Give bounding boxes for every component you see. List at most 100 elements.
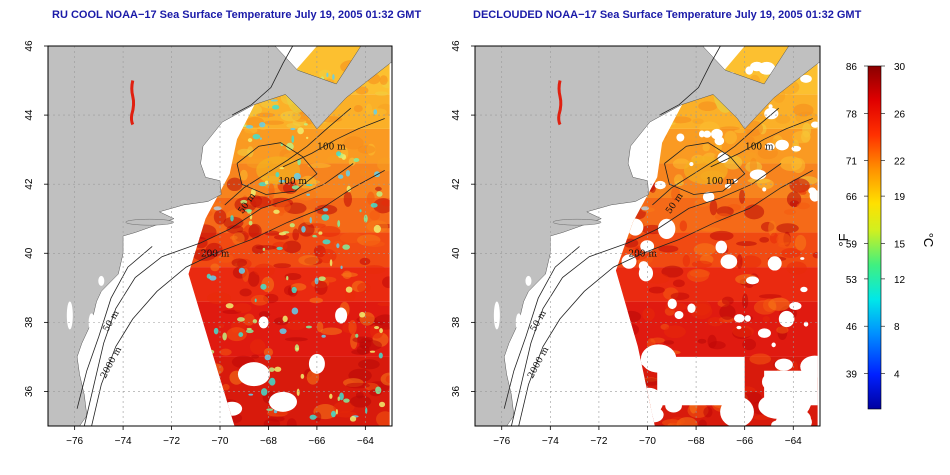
sst-patch <box>292 228 300 241</box>
sst-patch <box>648 132 667 141</box>
sst-patch <box>753 415 770 421</box>
masked-hole <box>654 180 666 190</box>
sst-patch <box>239 288 252 297</box>
cloud-speckle <box>252 133 261 140</box>
masked-hole <box>744 315 751 322</box>
sst-patch <box>620 310 642 323</box>
cloud-speckle <box>375 386 382 395</box>
celsius-tick-label: 4 <box>894 370 900 381</box>
sst-patch <box>689 269 710 278</box>
sst-patch <box>382 276 390 289</box>
cloud-speckle <box>346 185 351 193</box>
cloud-blob <box>237 362 270 387</box>
contour-label: 200 m <box>201 250 230 260</box>
sst-patch <box>663 340 675 345</box>
sst-patch <box>661 265 684 278</box>
fahrenheit-tick-label: 53 <box>846 275 858 286</box>
cloud-speckle <box>335 409 338 415</box>
cloud-speckle <box>247 138 253 143</box>
cloud-speckle <box>225 303 234 309</box>
cloud-speckle <box>343 398 350 403</box>
cloud-speckle <box>212 156 216 159</box>
sst-patch <box>759 237 770 243</box>
x-tick-label: −72 <box>163 436 180 447</box>
contour-label: 100 m <box>706 177 735 187</box>
sst-patch <box>366 191 375 205</box>
cloud-speckle <box>293 172 301 180</box>
contour-label: 100 m <box>317 143 346 153</box>
sst-patch <box>217 253 234 263</box>
bathymetry-contour <box>91 170 385 426</box>
celsius-tick-label: 30 <box>894 62 906 73</box>
cloud-speckle <box>363 214 368 223</box>
sst-patch <box>377 302 390 307</box>
sst-patch <box>669 116 692 124</box>
masked-hole <box>764 142 775 151</box>
sst-patch <box>210 263 220 272</box>
cloud-speckle <box>282 315 288 323</box>
sst-patch <box>357 145 376 154</box>
x-tick-label: −66 <box>736 436 753 447</box>
sst-patch <box>251 354 260 359</box>
bathymetry-contour <box>659 46 721 116</box>
masked-hole <box>758 61 776 75</box>
sst-patch <box>253 263 275 277</box>
sst-patch <box>732 325 755 338</box>
cloud-speckle <box>254 298 257 303</box>
masked-hole <box>676 133 685 142</box>
sst-patch <box>714 213 732 221</box>
sst-patch <box>192 248 216 261</box>
masked-hole <box>717 152 729 164</box>
masked-hole <box>808 187 817 195</box>
sst-patch <box>317 225 341 237</box>
sst-patch <box>327 155 341 164</box>
sst-patch <box>343 136 364 150</box>
masked-hole <box>657 218 676 240</box>
cloud-blob <box>268 391 297 412</box>
sst-patch <box>376 411 390 426</box>
sst-patch <box>698 419 707 426</box>
cloud-speckle <box>329 259 333 267</box>
bathymetry-contour <box>518 170 813 426</box>
cloud-speckle <box>337 174 344 179</box>
bathymetry-contour <box>664 142 746 195</box>
sst-patch <box>724 130 737 145</box>
masked-hole <box>733 314 745 323</box>
masked-hole <box>811 121 818 128</box>
masked-hole <box>800 257 805 260</box>
cloud-speckle <box>266 408 274 412</box>
x-tick-label: −72 <box>590 436 607 447</box>
sst-patch <box>650 337 665 344</box>
cloud-speckle <box>268 367 275 372</box>
cloud-speckle <box>314 277 319 285</box>
sst-patch <box>683 156 728 185</box>
cloud-speckle <box>337 396 340 402</box>
chesapeake-bay <box>493 301 500 330</box>
sst-patch <box>682 254 691 267</box>
sst-patch <box>642 377 661 386</box>
masked-hole <box>774 358 793 371</box>
sst-patch <box>691 260 712 268</box>
x-tick-label: −74 <box>542 436 559 447</box>
fahrenheit-tick-label: 78 <box>846 109 858 120</box>
sst-patch <box>769 232 779 244</box>
masked-hole <box>711 128 723 140</box>
cloud-speckle <box>274 366 282 372</box>
masked-hole <box>764 370 818 406</box>
sst-patch <box>282 240 302 254</box>
cloud-speckle <box>379 328 383 334</box>
sst-patch <box>786 261 807 275</box>
cloud-speckle <box>291 307 299 315</box>
cloud-speckle <box>258 182 267 187</box>
sst-patch <box>661 119 676 126</box>
y-tick-label: 40 <box>451 247 462 259</box>
sst-patch <box>249 339 266 355</box>
sst-patch <box>370 108 387 116</box>
celsius-tick-label: 15 <box>894 239 906 250</box>
sst-patch <box>263 418 281 426</box>
sst-patch <box>223 216 244 229</box>
cloud-speckle <box>240 199 248 204</box>
sst-patch <box>219 348 232 356</box>
cloud-speckle <box>297 127 304 135</box>
